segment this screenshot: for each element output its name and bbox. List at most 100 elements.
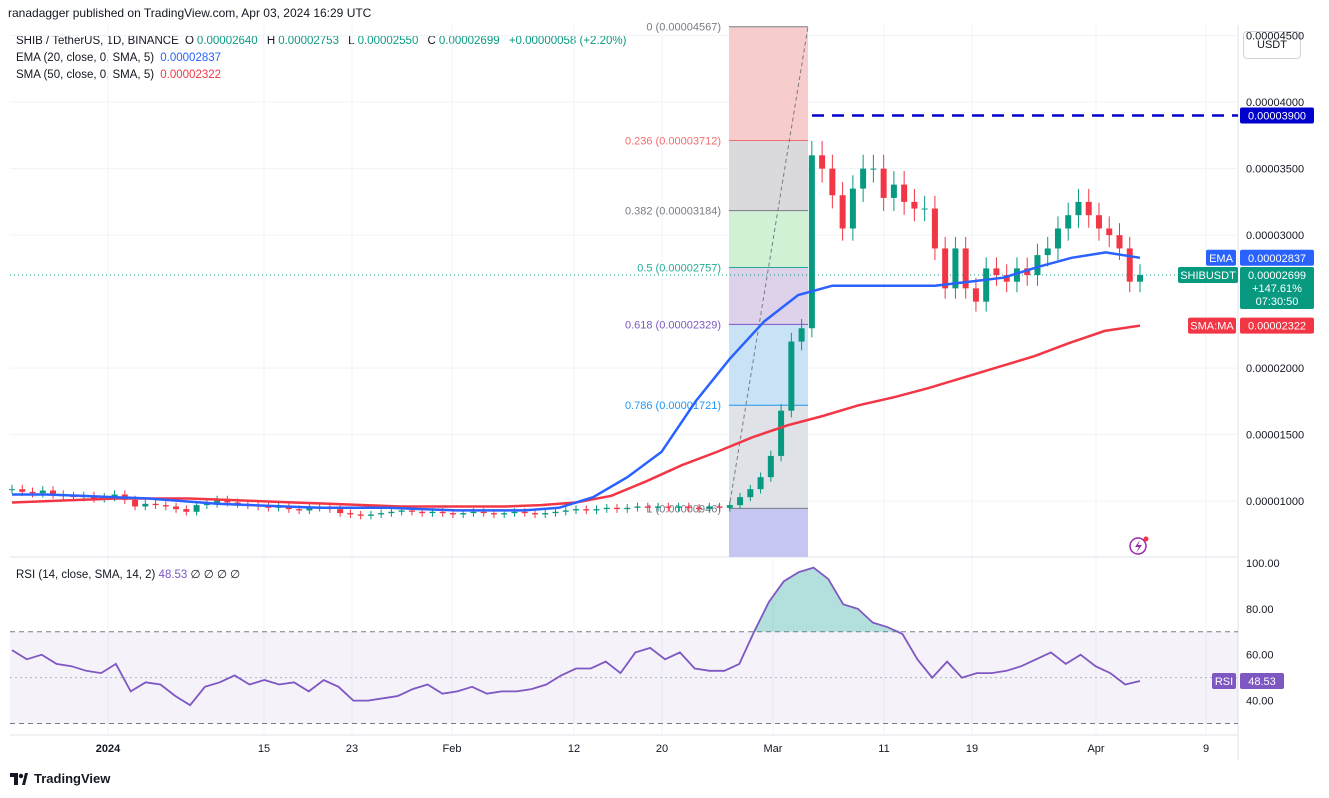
candle-body	[716, 506, 723, 508]
candle-body	[460, 513, 467, 515]
high-label: H	[266, 35, 276, 47]
candle-body	[829, 168, 836, 196]
sma-price-tag: 0.00002322	[1248, 321, 1306, 333]
candle-body	[562, 510, 569, 512]
candle-body	[993, 268, 1000, 276]
candle-body	[1085, 201, 1092, 216]
candle-body	[757, 477, 764, 490]
fib-zone	[729, 324, 808, 406]
rsi-pane	[10, 566, 1238, 725]
fib-level-label: 0 (0.00004567)	[646, 22, 721, 34]
candle-body	[203, 503, 210, 506]
price-tick-label: 0.00004000	[1246, 97, 1304, 109]
low-label: L	[348, 35, 355, 47]
rsi-band	[10, 631, 1238, 724]
price-tick-label: 0.00001500	[1246, 430, 1304, 442]
ema-price-tag: 0.00002837	[1248, 253, 1306, 265]
candle-body	[931, 208, 938, 249]
candle-body	[183, 509, 190, 512]
currency-button[interactable]: USDT	[1243, 31, 1301, 59]
rsi-legend[interactable]: RSI (14, close, SMA, 14, 2) 48.53 ∅ ∅ ∅ …	[16, 567, 240, 581]
fib-level-label: 0.236 (0.00003712)	[625, 135, 721, 147]
ema-20-line	[12, 251, 1141, 512]
candle-body	[19, 489, 26, 492]
change-value: +0.00000058 (+2.20%)	[508, 35, 627, 47]
candle-body	[132, 499, 139, 507]
candle-body	[357, 514, 364, 516]
candle-body	[429, 511, 436, 514]
candle-body	[1075, 201, 1082, 216]
open-label: O	[184, 35, 194, 47]
moving-averages	[11, 251, 1141, 512]
candle-body	[901, 184, 908, 202]
rsi-legend-value: 48.53	[158, 569, 188, 581]
time-tick-label: 11	[878, 743, 889, 755]
candle-body	[644, 506, 651, 508]
symbol-legend: SHIB / TetherUS, 1D, BINANCE O 0.00002640…	[16, 35, 629, 47]
candle-body	[378, 513, 385, 515]
candle-body	[214, 499, 221, 504]
candle-body	[296, 509, 303, 511]
candle-body	[152, 503, 159, 506]
candle-body	[1054, 228, 1061, 249]
axes: 0.00004500 0.00004000 0.00003500 0.00003000…	[96, 31, 1304, 755]
publisher-line: ranadagger published on TradingView.com,…	[8, 6, 372, 20]
candle-body	[1003, 275, 1010, 282]
candle-body	[849, 188, 856, 229]
candle-body	[367, 514, 374, 516]
fibonacci-retracement: 0 (0.00004567) 0.236 (0.00003712) 0.382 (0…	[10, 22, 1238, 557]
ema-legend-value: 0.00002837	[160, 52, 222, 64]
price-tags: 0.00003900 EMA 0.00002837 SHIBUSDT 0.0000269…	[1178, 107, 1314, 690]
rsi-tag-bg	[1212, 673, 1236, 690]
candle-body	[983, 268, 990, 302]
candle-body	[265, 506, 272, 508]
candle-body	[306, 507, 313, 511]
candle-body	[1013, 268, 1020, 282]
fib-trendline	[728, 26, 809, 509]
low-value: 0.00002550	[357, 35, 419, 47]
candle-body	[173, 506, 180, 510]
candle-body	[408, 510, 415, 512]
candle-body	[624, 507, 631, 510]
fib-zone	[729, 267, 808, 325]
price-tick-label: 0.00004500	[1246, 31, 1304, 43]
fib-level-label: 0.618 (0.00002329)	[625, 319, 721, 331]
candle-body	[1044, 248, 1051, 256]
rsi-legend-extras: ∅ ∅ ∅ ∅	[190, 569, 241, 581]
candle-body	[942, 248, 949, 289]
fib-level-label: 0.786 (0.00001721)	[625, 400, 721, 412]
price-tick-label: 0.00002000	[1246, 363, 1304, 375]
time-tick-label: 9	[1203, 743, 1209, 755]
rsi-tick-label: 100.00	[1246, 558, 1280, 570]
price-tick-label: 0.00003500	[1246, 164, 1304, 176]
candle-body	[1024, 268, 1031, 276]
candle-body	[501, 513, 508, 515]
candle-body	[398, 510, 405, 512]
candle-body	[490, 513, 497, 515]
candle-body	[921, 208, 928, 210]
tradingview-logo[interactable]: TradingView	[10, 771, 110, 786]
ema-tag: EMA	[1209, 253, 1234, 265]
candle-body	[798, 328, 805, 342]
last-price-tag-bg	[1240, 267, 1314, 310]
sma-tag: SMA:MA	[1190, 321, 1234, 333]
candle-body	[778, 410, 785, 456]
tradingview-logo-icon	[10, 772, 28, 785]
candle-body	[1106, 228, 1113, 236]
symbol-name[interactable]: SHIB / TetherUS, 1D, BINANCE	[16, 35, 179, 47]
sma-legend[interactable]: SMA (50, close, 0, SMA, 5) 0.00002322	[16, 69, 224, 81]
candle-body	[388, 511, 395, 514]
candle-body	[29, 491, 36, 494]
rsi-tag: RSI	[1215, 676, 1233, 688]
candle-body	[1126, 248, 1133, 282]
candle-body	[542, 513, 549, 515]
candle-body	[675, 506, 682, 508]
candle-body	[665, 506, 672, 508]
lightning-icon[interactable]	[1129, 536, 1149, 555]
candle-body	[808, 155, 815, 329]
ema-price-tag-bg	[1240, 249, 1314, 266]
candle-body	[767, 455, 774, 478]
candle-body	[737, 497, 744, 506]
ema-legend[interactable]: EMA (20, close, 0, SMA, 5) 0.00002837	[16, 52, 224, 64]
